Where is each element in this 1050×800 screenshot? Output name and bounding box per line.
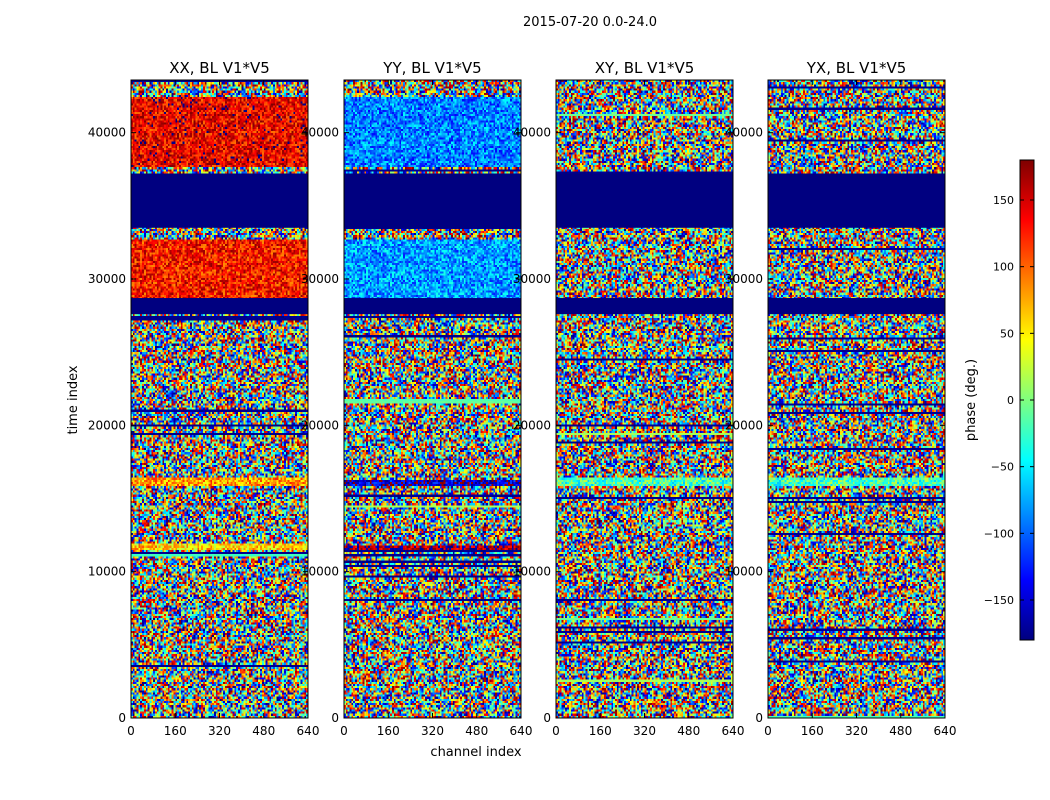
y-tick-label: 30000 [88,272,126,286]
heatmap-panels: XX, BL V1*V5 0 160 320 480 640 0 10000 20000 3000… [88,59,957,738]
y-tick-label: 10000 [725,565,763,579]
colorbar-tick-label: 0 [1007,394,1014,407]
panel-title: XX, BL V1*V5 [169,59,270,77]
panel-title: YY, BL V1*V5 [382,59,481,77]
colorbar-tick-label: 100 [993,261,1014,274]
heatmap-panel: YY, BL V1*V5 0 160 320 480 640 0 10000 20000 3000… [301,59,533,738]
y-axis-label: time index [66,365,81,434]
colorbar-tick-label: −50 [991,461,1014,474]
x-tick-label: 640 [934,724,957,738]
x-tick-label: 480 [889,724,912,738]
x-tick-label: 160 [377,724,400,738]
y-tick-label: 20000 [725,418,763,432]
colorbar: −150 −100 −50 0 50 100 150 phase (deg.) [964,159,1035,641]
y-tick-label: 30000 [301,272,339,286]
x-tick-label: 320 [845,724,868,738]
flagged-band [131,298,308,315]
y-tick-label: 0 [755,711,763,725]
x-tick-label: 0 [340,724,348,738]
y-tick-label: 10000 [513,565,551,579]
x-tick-label: 480 [465,724,488,738]
x-tick-label: 0 [127,724,135,738]
y-tick-label: 40000 [513,126,551,140]
x-tick-label: 160 [589,724,612,738]
y-tick-label: 10000 [88,565,126,579]
x-tick-label: 480 [252,724,275,738]
x-tick-label: 160 [801,724,824,738]
x-tick-label: 480 [677,724,700,738]
colorbar-tick-label: −100 [984,527,1014,540]
y-tick-label: 20000 [301,418,339,432]
heatmap-panel: YX, BL V1*V5 0 160 320 480 640 0 10000 20000 3000… [725,59,957,738]
colorbar-ticks: −150 −100 −50 0 50 100 150 [984,194,1034,607]
y-tick-label: 20000 [88,418,126,432]
y-tick-label: 10000 [301,565,339,579]
x-tick-label: 640 [510,724,533,738]
colorbar-tick-label: 50 [1000,327,1014,340]
colorbar-tick-label: 150 [993,194,1014,207]
figure-suptitle: 2015-07-20 0.0-24.0 [523,15,657,30]
y-tick-label: 30000 [725,272,763,286]
colorbar-label: phase (deg.) [964,359,979,441]
flagged-band [344,173,521,228]
x-tick-label: 320 [633,724,656,738]
flagged-band [768,173,945,228]
flagged-band [131,173,308,228]
x-tick-label: 640 [297,724,320,738]
y-tick-label: 40000 [725,126,763,140]
flagged-band [344,298,521,315]
panel-title: XY, BL V1*V5 [595,59,695,77]
heatmap-panel: XX, BL V1*V5 0 160 320 480 640 0 10000 20000 3000… [88,59,320,738]
x-tick-label: 320 [421,724,444,738]
x-tick-label: 0 [552,724,560,738]
y-tick-label: 40000 [301,126,339,140]
panel-title: YX, BL V1*V5 [806,59,907,77]
flagged-band [768,298,945,315]
y-tick-label: 0 [118,711,126,725]
x-axis-label: channel index [430,745,521,760]
flagged-band [556,173,733,228]
x-tick-label: 0 [764,724,772,738]
y-tick-label: 0 [543,711,551,725]
heatmap-panel: XY, BL V1*V5 0 160 320 480 640 0 10000 20000 3000… [513,59,745,738]
y-tick-label: 30000 [513,272,551,286]
x-tick-label: 320 [208,724,231,738]
x-tick-label: 640 [722,724,745,738]
y-tick-label: 0 [331,711,339,725]
colorbar-tick-label: −150 [984,594,1014,607]
flagged-band [556,298,733,315]
y-tick-label: 20000 [513,418,551,432]
x-tick-label: 160 [164,724,187,738]
y-tick-label: 40000 [88,126,126,140]
